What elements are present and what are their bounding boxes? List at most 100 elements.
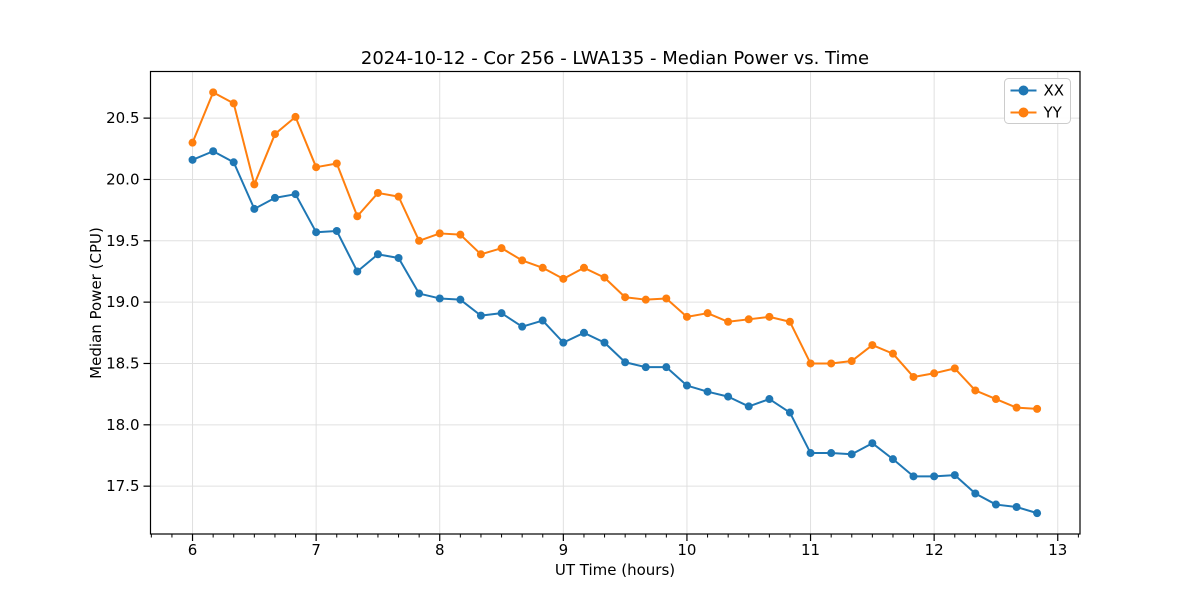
series-xx-marker <box>724 392 733 401</box>
series-yy-marker <box>1012 403 1021 412</box>
series-xx-marker <box>1033 509 1042 518</box>
series-xx-marker <box>806 449 815 458</box>
series-yy-marker <box>415 236 424 245</box>
series-xx-line <box>191 150 1039 515</box>
series-yy-marker <box>353 212 362 221</box>
series-yy-line <box>191 91 1039 410</box>
y-tick-label: 18.0 <box>106 416 139 434</box>
y-axis-label: Median Power (CPU) <box>87 227 105 379</box>
series-xx-marker <box>312 228 321 237</box>
series-xx-marker <box>270 193 279 202</box>
series-xx-marker <box>373 250 382 259</box>
series-xx-marker <box>538 316 547 325</box>
series-xx-marker <box>621 358 630 367</box>
x-tick-label: 9 <box>559 541 569 559</box>
series-xx-marker <box>827 449 836 458</box>
x-tick-label: 6 <box>188 541 198 559</box>
y-tick-label: 19.5 <box>106 232 139 250</box>
series-yy-marker <box>188 138 197 147</box>
series-yy-marker <box>250 180 259 189</box>
series-xx-marker <box>971 489 980 498</box>
series-yy-marker <box>518 256 527 265</box>
series-yy-marker <box>621 293 630 302</box>
series-xx-marker <box>785 408 794 417</box>
series-yy-marker <box>827 359 836 368</box>
series-xx-marker <box>291 190 300 199</box>
series-xx-marker <box>476 311 485 320</box>
series-yy-marker <box>476 250 485 259</box>
legend-label-yy: YY <box>1043 104 1063 122</box>
series-xx-marker <box>930 472 939 481</box>
series-xx-marker <box>394 253 403 262</box>
series-xx-marker <box>909 472 918 481</box>
series-xx-marker <box>991 500 1000 509</box>
series-xx-marker <box>229 158 238 167</box>
series-yy-marker <box>930 369 939 378</box>
series-xx-marker <box>703 387 712 396</box>
series-yy-marker <box>724 317 733 326</box>
series-yy-marker <box>847 357 856 366</box>
x-tick-label: 12 <box>925 541 944 559</box>
y-tick-label: 17.5 <box>106 477 139 495</box>
series-yy-marker <box>888 349 897 358</box>
series-xx-marker <box>600 338 609 347</box>
series-yy-marker <box>559 274 568 283</box>
x-tick-label: 8 <box>435 541 445 559</box>
series-xx-marker <box>518 322 527 331</box>
series-yy-marker <box>456 230 465 239</box>
series-yy-marker <box>435 229 444 238</box>
series-yy-marker <box>744 315 753 324</box>
series-xx-marker <box>435 294 444 303</box>
series-yy-marker <box>229 99 238 108</box>
plot-frame <box>149 70 1081 535</box>
series-yy-marker <box>332 159 341 168</box>
series-xx-marker <box>868 439 877 448</box>
series-yy-marker <box>209 88 218 97</box>
x-tick-label: 11 <box>801 541 820 559</box>
series-yy-marker <box>579 263 588 272</box>
series-yy-marker <box>1033 404 1042 413</box>
series-xx-marker <box>1012 503 1021 512</box>
series-yy-marker <box>703 309 712 318</box>
series-yy-marker <box>806 359 815 368</box>
series-xx-marker <box>353 267 362 276</box>
series-xx-marker <box>250 204 259 213</box>
series-yy-marker <box>909 372 918 381</box>
x-tick-label: 13 <box>1048 541 1067 559</box>
series-yy-marker <box>538 263 547 272</box>
y-tick-label: 20.5 <box>106 109 139 127</box>
legend-marker-xx <box>1018 85 1029 96</box>
series-xx-marker <box>579 328 588 337</box>
series-yy-marker <box>394 192 403 201</box>
series-yy-marker <box>291 112 300 121</box>
legend-label-xx: XX <box>1044 82 1065 100</box>
series-yy-marker <box>991 395 1000 404</box>
y-tick-label: 19.0 <box>106 293 139 311</box>
series-xx-marker <box>559 338 568 347</box>
series-yy-marker <box>373 188 382 197</box>
series-yy-marker <box>641 295 650 304</box>
series-yy-marker <box>497 244 506 253</box>
series-yy-marker <box>765 312 774 321</box>
series-xx-marker <box>950 471 959 480</box>
series-yy-marker <box>971 386 980 395</box>
x-tick-label: 7 <box>311 541 321 559</box>
x-axis-label: UT Time (hours) <box>554 561 676 579</box>
series-xx-marker <box>209 147 218 156</box>
series-xx-marker <box>888 455 897 464</box>
y-tick-label: 20.0 <box>106 170 139 188</box>
y-tick-label: 18.5 <box>106 354 139 372</box>
series-xx-marker <box>847 450 856 459</box>
legend-marker-yy <box>1018 107 1029 118</box>
series-yy-marker <box>600 273 609 282</box>
series-xx-marker <box>497 309 506 318</box>
series-xx-marker <box>682 381 691 390</box>
series-yy-marker <box>662 294 671 303</box>
series-xx-marker <box>456 295 465 304</box>
series-xx-marker <box>765 395 774 404</box>
series-yy-marker <box>950 364 959 373</box>
x-tick-label: 10 <box>677 541 696 559</box>
series-xx-marker <box>641 363 650 372</box>
